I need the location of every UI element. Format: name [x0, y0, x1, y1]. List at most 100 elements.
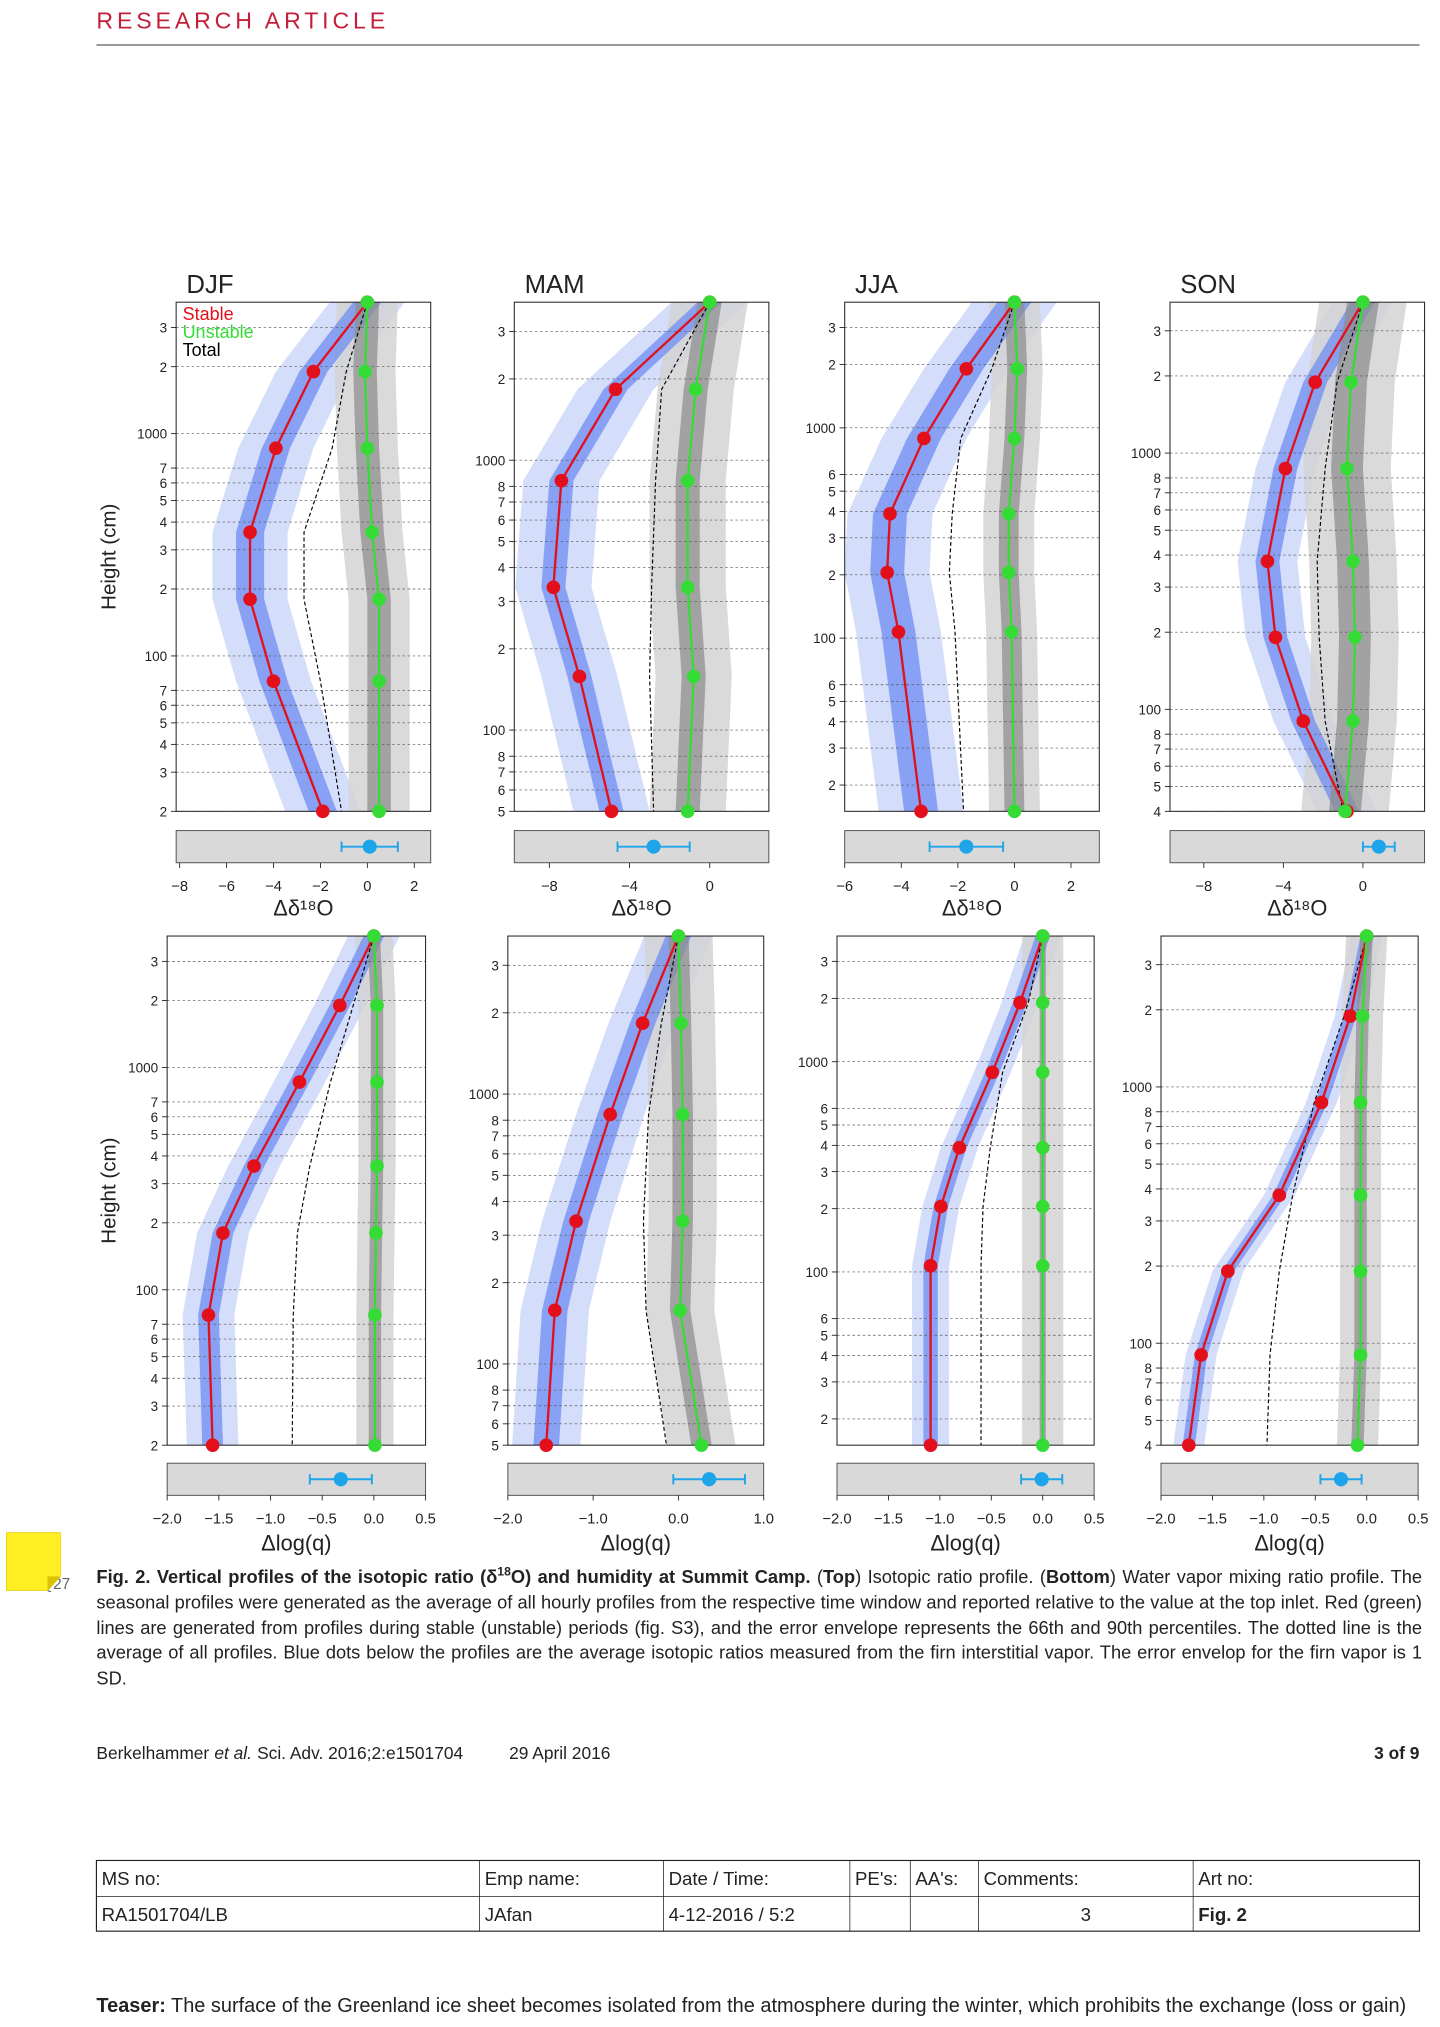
y-tick-label: 4 — [498, 561, 506, 576]
y-tick-label: 6 — [160, 476, 168, 491]
y-tick-label: 2 — [160, 582, 168, 597]
x-tick-label: 0.0 — [364, 1512, 385, 1528]
profile-point — [1035, 995, 1050, 1010]
table-cell: 4-12-2016 / 5:2 — [669, 1904, 795, 1925]
y-tick-label: 3 — [1144, 1214, 1152, 1229]
firn-point — [1034, 1472, 1049, 1487]
firn-point — [1333, 1472, 1349, 1487]
profile-point — [1278, 461, 1293, 476]
y-tick-label: 6 — [828, 468, 836, 483]
y-tick-label: 7 — [151, 1095, 159, 1110]
profile-point — [1338, 804, 1352, 819]
profile-point — [1346, 714, 1360, 728]
y-tick-label: 2 — [498, 642, 506, 657]
y-tick-label: 5 — [1153, 523, 1161, 538]
y-tick-label: 6 — [1144, 1137, 1152, 1152]
profile-point — [569, 1214, 583, 1229]
publication-date: 29 April 2016 — [509, 1743, 610, 1763]
y-tick-label: 6 — [491, 1417, 499, 1432]
y-tick-label: 5 — [820, 1328, 828, 1343]
plot-frame — [507, 935, 765, 1446]
plot-frame — [844, 301, 1100, 812]
y-tick-label: 3 — [151, 955, 159, 970]
citation-etal: et al. — [214, 1743, 252, 1763]
envelope-66 — [675, 302, 722, 812]
profile-point — [1007, 431, 1022, 446]
x-tick-label: 0 — [1359, 879, 1367, 895]
sticky-fold — [47, 1576, 61, 1591]
envelope-66 — [923, 936, 1050, 1446]
y-tick-label: 2 — [820, 992, 828, 1007]
profile-point — [1308, 375, 1322, 390]
y-tick-label: 6 — [1153, 503, 1161, 518]
y-tick-label: 5 — [498, 535, 506, 550]
x-tick-label: −6 — [836, 879, 853, 895]
profile-point — [985, 1065, 1000, 1080]
y-tick-label: 3 — [498, 594, 506, 609]
x-tick-label: −2.0 — [822, 1512, 851, 1528]
profile-point — [1260, 554, 1275, 569]
x-tick-label: −4 — [621, 879, 638, 895]
plot-frame — [166, 935, 427, 1446]
y-tick-label: 2 — [1144, 1259, 1152, 1274]
x-tick-label: 0 — [363, 879, 371, 895]
citation-author: Berkelhammer — [96, 1743, 209, 1763]
profile-point — [370, 998, 384, 1013]
y-tick-label: 6 — [151, 1332, 159, 1347]
y-tick-label: 7 — [498, 765, 506, 780]
profile-point — [608, 382, 623, 397]
y-tick-label: 5 — [160, 716, 168, 731]
y-tick-label: 3 — [1144, 958, 1152, 973]
profile-point — [1013, 995, 1027, 1010]
profile-line — [552, 301, 711, 812]
profile-point — [1001, 507, 1016, 521]
profile-point — [372, 804, 386, 819]
caption-run: Vertical profiles of the isotopic ratio … — [150, 1567, 498, 1588]
table-header: Emp name: — [485, 1868, 580, 1889]
firn-point — [959, 839, 974, 854]
profile-point — [1340, 461, 1354, 476]
plot-frame — [1169, 301, 1426, 812]
profile-point — [673, 1303, 687, 1318]
profile-point — [554, 473, 569, 488]
y-tick-label: 5 — [498, 804, 506, 819]
y-tick-label: 6 — [160, 698, 168, 713]
y-tick-label: 3 — [160, 543, 168, 558]
profile-point — [243, 592, 257, 606]
profile-point — [572, 669, 587, 684]
table-header: AA's: — [915, 1868, 958, 1889]
y-tick-label: 2 — [160, 360, 168, 375]
profile-point — [1004, 625, 1019, 639]
y-tick-label: 3 — [160, 321, 168, 336]
y-tick-label: 3 — [1153, 324, 1161, 339]
profile-point — [604, 804, 619, 819]
profile-point — [1001, 565, 1016, 580]
mean-line — [980, 935, 1044, 1446]
y-tick-label: 7 — [160, 461, 168, 476]
table-header: MS no: — [102, 1868, 161, 1889]
caption-run: Bottom — [1045, 1567, 1110, 1588]
x-axis-label: Δlog(q) — [261, 1531, 331, 1556]
y-tick-label: 5 — [491, 1168, 499, 1183]
y-tick-label: 100 — [136, 1283, 159, 1298]
x-tick-label: −6 — [218, 879, 235, 895]
figure-caption: Fig. 2. Vertical profiles of the isotopi… — [96, 1566, 1422, 1693]
profile-point — [370, 1159, 384, 1173]
profile-point — [1353, 1264, 1368, 1279]
table-cell: 3 — [1081, 1904, 1091, 1925]
profile-line — [545, 935, 680, 1446]
envelope-66 — [998, 302, 1028, 812]
firn-point — [333, 1472, 348, 1487]
y-tick-label: 3 — [498, 325, 506, 340]
y-tick-label: 4 — [820, 1139, 828, 1154]
profile-point — [702, 295, 717, 310]
profile-point — [547, 1303, 562, 1318]
profile-point — [923, 1438, 938, 1452]
y-tick-label: 2 — [151, 1216, 159, 1231]
profile-point — [332, 998, 347, 1013]
y-tick-label: 100 — [145, 649, 168, 664]
x-tick-label: −2 — [312, 879, 329, 895]
profile-point — [1035, 1258, 1050, 1273]
table-cell: Fig. 2 — [1198, 1904, 1247, 1925]
teaser-text: The surface of the Greenland ice sheet b… — [171, 1995, 1407, 2027]
